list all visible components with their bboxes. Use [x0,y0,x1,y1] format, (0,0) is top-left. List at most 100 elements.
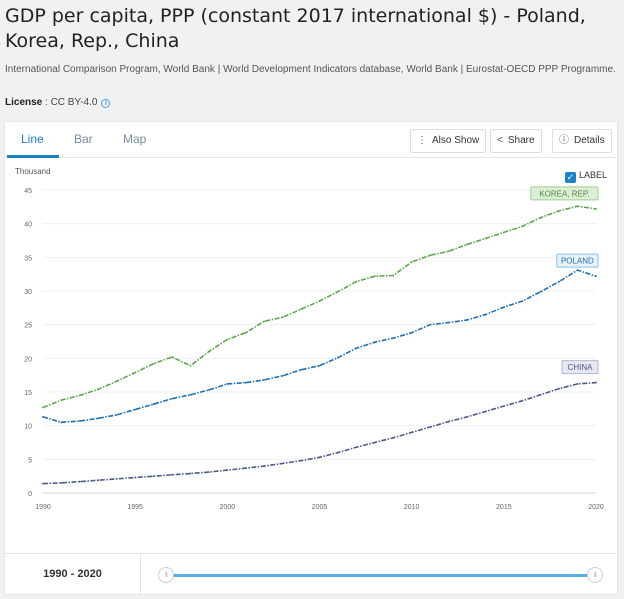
license-line: License : CC BY-4.0 i [5,97,111,108]
data-point-china [502,405,505,408]
data-point-korea-rep [429,254,431,257]
data-point-poland [355,347,358,350]
data-point-china [429,426,431,428]
data-point-korea-rep [355,280,358,283]
label-toggle[interactable]: ✓ LABEL [565,169,607,183]
data-point-china [226,469,229,472]
data-point-china [318,456,321,459]
data-point-korea-rep [392,274,395,277]
y-tick-label: 5 [28,457,32,464]
tab-map[interactable]: Map [123,132,147,146]
data-point-china [576,383,579,385]
also-show-button[interactable]: ⋮ Also Show [410,129,487,153]
details-button[interactable]: ⓘ Details [552,129,612,153]
data-point-poland [447,321,450,324]
data-point-china [392,436,395,439]
checkbox-checked-icon[interactable]: ✓ [565,172,576,183]
y-tick-label: 25 [24,323,32,330]
data-point-china [466,416,468,418]
data-point-china [208,471,210,474]
data-point-poland [281,374,284,377]
x-tick-label: 2000 [220,504,236,511]
data-point-korea-rep [539,216,542,219]
tab-line[interactable]: Line [21,132,44,146]
data-point-poland [300,368,302,371]
source-text: International Comparison Program, World … [5,64,616,75]
data-point-china [447,420,450,423]
data-point-poland [60,421,63,424]
active-tab-indicator [7,155,59,158]
data-point-china [300,459,302,462]
data-point-china [355,446,358,449]
series-label-poland: POLAND [561,257,594,266]
y-tick-label: 15 [24,390,32,397]
y-tick-label: 10 [24,424,32,431]
data-point-poland [152,403,155,406]
y-tick-label: 35 [24,255,32,262]
data-point-korea-rep [484,237,487,240]
data-point-poland [576,269,579,272]
data-point-poland [78,420,81,422]
range-handle-start[interactable] [158,567,174,583]
data-point-china [78,480,81,483]
series-line-korea-rep [42,205,597,409]
data-point-china [42,482,44,485]
data-point-korea-rep [189,364,192,367]
data-point-china [337,451,339,454]
data-point-korea-rep [244,331,247,334]
data-point-china [281,462,284,465]
data-point-korea-rep [115,380,118,383]
label-toggle-text: LABEL [579,170,608,180]
data-point-poland [337,356,339,359]
details-label: Details [574,135,605,146]
data-point-poland [466,319,468,321]
data-point-poland [595,275,597,278]
tab-bar-chart[interactable]: Bar [74,132,93,146]
data-point-poland [558,280,561,283]
data-point-poland [521,300,524,302]
y-tick-label: 0 [28,491,32,498]
series-label-box-china [561,360,599,375]
data-point-poland [502,306,505,309]
data-point-china [60,482,63,484]
share-label: Share [507,135,535,146]
x-tick-label: 2020 [588,504,604,511]
y-tick-label: 45 [24,188,32,195]
x-tick-label: 1995 [127,504,143,511]
series-label-box-poland [556,253,599,268]
x-tick-label: 2015 [496,504,512,511]
data-point-china [484,410,487,413]
data-point-korea-rep [558,209,561,212]
share-button[interactable]: < Share [490,129,542,153]
data-point-korea-rep [152,362,155,365]
data-point-poland [429,323,431,326]
data-point-korea-rep [171,356,173,358]
data-point-poland [410,331,413,334]
data-point-poland [244,381,247,384]
data-point-korea-rep [226,338,229,341]
data-point-poland [318,364,321,367]
more-vertical-icon: ⋮ [417,135,427,146]
data-point-poland [189,393,192,396]
range-handle-end[interactable] [587,567,603,583]
data-point-china [521,399,524,402]
y-tick-label: 30 [24,289,32,296]
data-point-korea-rep [60,399,63,401]
info-circle-icon: ⓘ [559,135,569,146]
data-point-poland [226,383,229,385]
range-slider-track[interactable] [166,574,596,577]
info-icon[interactable]: i [101,99,111,108]
data-point-poland [392,337,395,340]
data-point-korea-rep [410,261,413,263]
data-point-korea-rep [337,290,339,293]
data-point-china [558,387,561,390]
series-label-china: CHINA [568,363,594,372]
range-bar: 1990 - 2020 [5,553,617,595]
x-tick-label: 2005 [312,504,328,511]
data-point-korea-rep [281,316,284,319]
data-point-poland [115,413,118,416]
data-point-china [152,475,155,478]
range-label: 1990 - 2020 [5,554,141,595]
series-label-korea-rep: KOREA, REP. [539,189,589,198]
data-point-poland [263,378,266,381]
